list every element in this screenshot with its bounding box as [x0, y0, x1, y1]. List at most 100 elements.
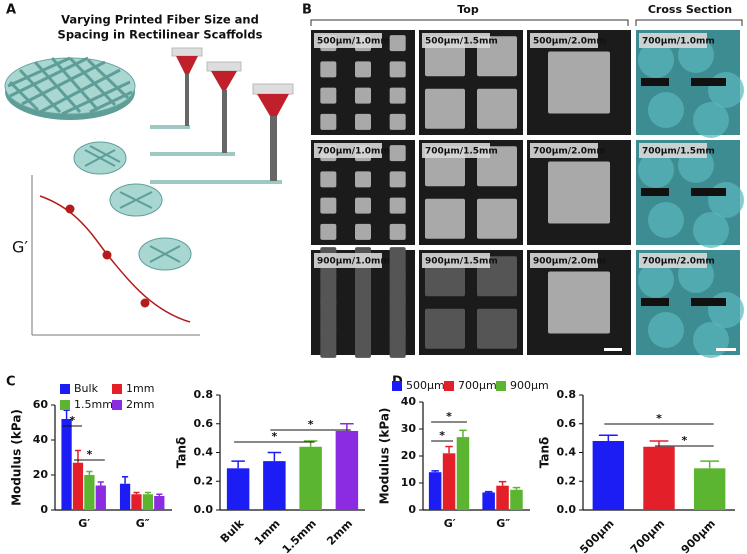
legend-label: 1mm — [126, 382, 154, 395]
x-tick-label: 1mm — [252, 517, 283, 548]
image-label: 700μm/2.0mm — [642, 257, 715, 267]
significance-label: * — [446, 410, 452, 423]
pore — [425, 308, 465, 349]
printer-nozzles — [150, 47, 294, 184]
legend-swatch — [112, 400, 122, 410]
label-box — [422, 33, 490, 48]
bar — [95, 485, 106, 510]
pore — [389, 247, 406, 280]
significance-label: * — [271, 430, 277, 443]
image-grid: 500μm/1.0mm 500μm/1.5mm 500μm/2.0mm 700μm/1… — [311, 30, 744, 358]
y-tick-label: 20 — [33, 468, 49, 481]
pore — [355, 273, 371, 306]
micrograph: 700μm/2.0mm — [636, 250, 744, 358]
bar — [693, 468, 726, 510]
label-box — [314, 33, 382, 48]
micrograph: 700μm/1.0mm — [636, 30, 744, 138]
pore — [641, 298, 669, 306]
bar — [482, 492, 495, 510]
image-label: 700μm/1.5mm — [425, 147, 498, 157]
pore — [691, 298, 726, 306]
y-tick-label: 40 — [33, 433, 49, 446]
x-tick-label: 900μm — [679, 517, 718, 554]
pore — [355, 197, 371, 214]
y-tick-label: 40 — [401, 395, 417, 408]
micrograph: 700μm/2.0mm — [527, 140, 631, 245]
x-tick-label: 1.5mm — [280, 517, 319, 554]
legend-swatch — [112, 384, 122, 394]
axis-label: G′ — [12, 238, 28, 257]
label-box — [422, 253, 490, 268]
pore — [548, 271, 610, 334]
x-tick-label: G′ — [78, 517, 90, 530]
bar — [496, 485, 509, 510]
pore — [389, 171, 406, 188]
y-tick-label: 0.8 — [194, 388, 214, 401]
pore — [691, 78, 726, 86]
image-label: 700μm/1.0mm — [317, 147, 390, 157]
pore — [389, 299, 406, 332]
image-label: 700μm/1.5mm — [642, 147, 715, 157]
micrograph: 500μm/1.5mm — [419, 30, 523, 135]
y-tick-label: 0.2 — [194, 474, 214, 487]
x-tick-label: 500μm — [577, 517, 616, 554]
modulus-schematic — [31, 141, 200, 336]
y-tick-label: 0 — [40, 503, 48, 516]
pore — [477, 88, 517, 129]
y-tick-label: 0 — [408, 503, 416, 516]
bracket — [310, 19, 629, 26]
y-axis-label: Modulus (kPa) — [10, 409, 24, 506]
legend-swatch — [444, 381, 454, 391]
legend-swatch — [392, 381, 402, 391]
fiber — [693, 102, 729, 138]
y-tick-label: 0.0 — [194, 503, 214, 516]
image-label: 900μm/2.0mm — [533, 257, 606, 267]
image-label: 500μm/1.0mm — [317, 37, 390, 47]
x-tick-label: G″ — [496, 517, 510, 530]
image-label: 500μm/1.5mm — [425, 37, 498, 47]
pore — [355, 299, 371, 332]
fiber — [648, 312, 684, 348]
micrograph: 900μm/2.0mm — [527, 250, 631, 355]
panel-label: A — [6, 3, 16, 18]
significance-label: * — [439, 429, 445, 442]
legend-label: 1.5mm — [74, 398, 113, 411]
micrograph: 900μm/1.5mm — [419, 250, 523, 355]
scale-bar — [716, 348, 736, 351]
y-tick-label: 0.4 — [194, 446, 214, 459]
pore — [389, 87, 406, 104]
bar — [456, 437, 470, 510]
bar — [442, 453, 456, 510]
bar — [131, 494, 142, 510]
micrograph: 900μm/1.0mm — [311, 247, 415, 358]
fiber — [638, 152, 674, 188]
scale-bar — [604, 348, 622, 351]
bar-chart: 0 10 20 30 40 Modulus (kPa) G′ G″ 500μm 700μm 900μ… — [378, 379, 549, 530]
x-tick-label: 2mm — [324, 517, 355, 548]
pore — [425, 198, 465, 239]
panel-label: B — [302, 3, 312, 18]
y-tick-label: 0.0 — [557, 503, 577, 516]
legend-swatch — [60, 400, 70, 410]
pore — [355, 325, 371, 358]
pore — [691, 188, 726, 196]
micrograph: 700μm/1.5mm — [419, 140, 523, 245]
pore — [389, 35, 406, 52]
panel-title: Spacing in Rectilinear Scaffolds — [58, 28, 263, 42]
panel-title: Varying Printed Fiber Size and — [61, 13, 259, 27]
panel-label: C — [6, 375, 16, 390]
pore — [389, 113, 406, 130]
bar — [61, 419, 72, 510]
bar — [592, 441, 625, 510]
label-box — [639, 253, 707, 268]
pore — [477, 308, 517, 349]
bar — [299, 446, 322, 510]
significance-label: * — [681, 434, 687, 447]
bracket — [635, 19, 743, 26]
pore — [389, 145, 406, 162]
y-tick-label: 60 — [33, 398, 49, 411]
legend-swatch — [60, 384, 70, 394]
